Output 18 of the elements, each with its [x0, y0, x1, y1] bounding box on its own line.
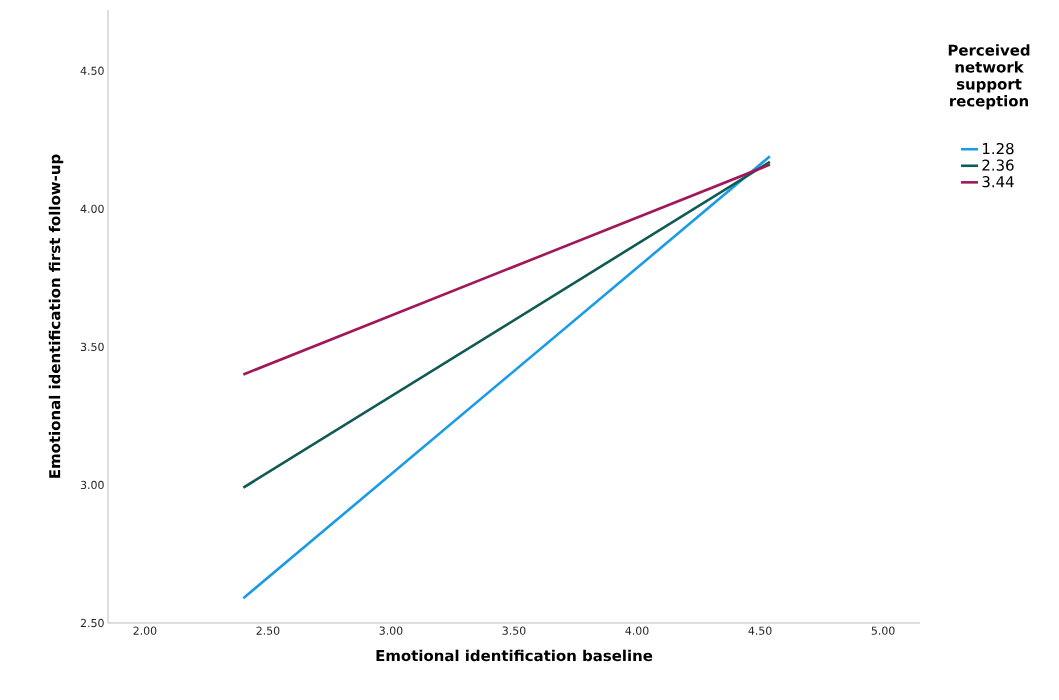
x-tick-label: 4.50: [748, 626, 772, 635]
x-tick-label: 3.00: [379, 626, 403, 635]
y-tick-label: 4.50: [80, 66, 104, 75]
y-tick-label: 2.50: [80, 618, 104, 628]
legend-label: 3.44: [982, 176, 1014, 188]
y-axis-title: Emotional identification first follow-up: [48, 154, 64, 478]
x-tick-label: 2.00: [133, 626, 157, 635]
x-tick-label: 2.50: [256, 626, 280, 635]
y-tick-label: 3.00: [80, 480, 104, 490]
y-tick-label: 3.50: [80, 342, 104, 352]
x-tick-label: 3.50: [502, 626, 526, 635]
legend-label: 2.36: [982, 159, 1014, 171]
x-tick-label: 4.00: [625, 626, 649, 635]
x-tick-label: 5.00: [871, 626, 895, 635]
y-tick-label: 4.00: [80, 204, 104, 213]
x-axis-title: Emotional identification baseline: [376, 649, 653, 662]
legend-label: 1.28: [982, 142, 1014, 155]
legend-title: Perceived network support reception: [948, 44, 1030, 110]
